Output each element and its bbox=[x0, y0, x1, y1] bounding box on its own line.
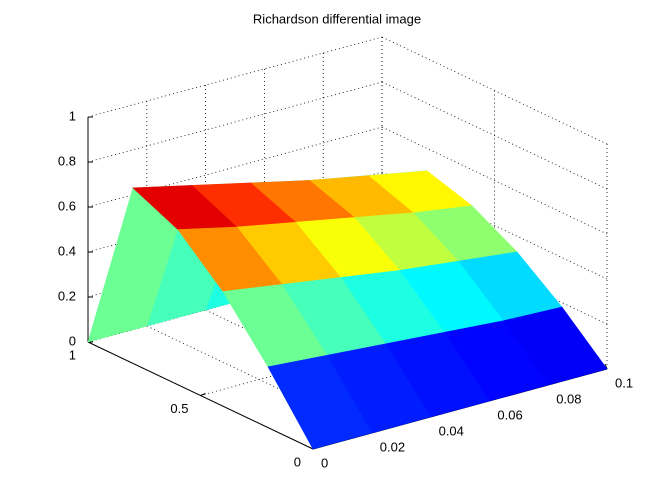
chart-title: Richardson differential image bbox=[253, 11, 421, 26]
grid-line bbox=[87, 81, 383, 163]
x-tick-label: 0.02 bbox=[380, 439, 405, 454]
x-tick-label: 0.04 bbox=[439, 423, 464, 438]
z-tick-label: 0.6 bbox=[58, 198, 76, 213]
grid-line bbox=[87, 126, 383, 208]
grid-line bbox=[381, 126, 608, 235]
grid-line bbox=[381, 171, 608, 280]
z-tick-label: 0.2 bbox=[58, 288, 76, 303]
z-tick-label: 0.8 bbox=[58, 153, 76, 168]
z-tick-label: 1 bbox=[69, 108, 76, 123]
z-tick-label: 0 bbox=[69, 333, 76, 348]
y-tick-label: 0.5 bbox=[170, 401, 188, 416]
z-tick-label: 0.4 bbox=[58, 243, 76, 258]
y-tick-label: 0 bbox=[294, 454, 301, 469]
surface-patch bbox=[267, 355, 373, 450]
y-tick bbox=[200, 393, 206, 396]
x-tick-label: 0.1 bbox=[615, 375, 633, 390]
grid-line bbox=[381, 81, 608, 190]
grid-line bbox=[87, 36, 383, 118]
grid-line bbox=[381, 36, 608, 145]
x-tick-label: 0.08 bbox=[556, 391, 581, 406]
x-tick-label: 0.06 bbox=[497, 407, 522, 422]
x-tick-label: 0 bbox=[321, 455, 328, 470]
y-tick-label: 1 bbox=[69, 347, 76, 362]
